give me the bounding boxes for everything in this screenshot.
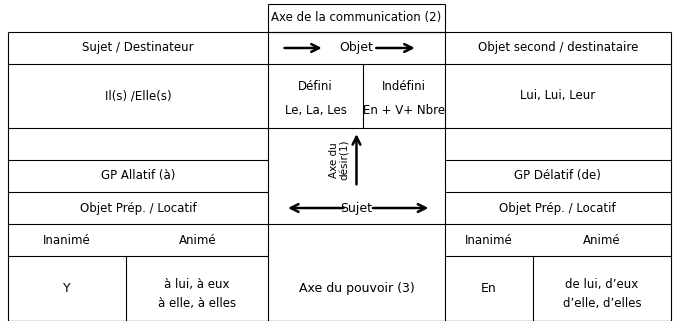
Text: Animé: Animé: [179, 234, 216, 247]
Text: En: En: [481, 282, 497, 295]
Text: Objet second / destinataire: Objet second / destinataire: [477, 41, 638, 55]
Text: GP Allatif (à): GP Allatif (à): [101, 169, 175, 182]
Text: Sujet: Sujet: [340, 202, 373, 214]
Text: Le, La, Les: Le, La, Les: [285, 104, 347, 117]
Text: GP Délatif (de): GP Délatif (de): [515, 169, 601, 182]
Text: de lui, d’eux: de lui, d’eux: [566, 278, 638, 291]
Text: Lui, Lui, Leur: Lui, Lui, Leur: [520, 90, 595, 102]
Text: Objet Prép. / Locatif: Objet Prép. / Locatif: [500, 202, 616, 214]
Text: Inanimé: Inanimé: [43, 234, 91, 247]
Text: Y: Y: [63, 282, 71, 295]
Text: Sujet / Destinateur: Sujet / Destinateur: [82, 41, 194, 55]
Text: Indéfini: Indéfini: [382, 80, 426, 93]
Text: Inanimé: Inanimé: [465, 234, 513, 247]
Text: Axe du
désir(1): Axe du désir(1): [329, 140, 350, 180]
Text: Il(s) /Elle(s): Il(s) /Elle(s): [105, 90, 172, 102]
Text: Axe du pouvoir (3): Axe du pouvoir (3): [299, 282, 414, 295]
Text: Axe de la communication (2): Axe de la communication (2): [272, 12, 441, 24]
Text: Objet: Objet: [340, 41, 373, 55]
Text: à elle, à elles: à elle, à elles: [158, 297, 236, 310]
Text: à lui, à eux: à lui, à eux: [164, 278, 230, 291]
Text: Défini: Défini: [298, 80, 333, 93]
Text: Animé: Animé: [583, 234, 621, 247]
Text: d’elle, d’elles: d’elle, d’elles: [563, 297, 641, 310]
Text: En + V+ Nbre: En + V+ Nbre: [363, 104, 445, 117]
Text: Objet Prép. / Locatif: Objet Prép. / Locatif: [80, 202, 196, 214]
